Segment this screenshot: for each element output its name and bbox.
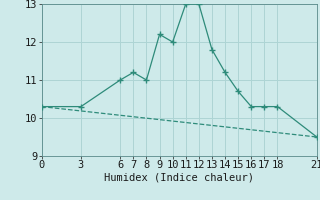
X-axis label: Humidex (Indice chaleur): Humidex (Indice chaleur)	[104, 173, 254, 183]
